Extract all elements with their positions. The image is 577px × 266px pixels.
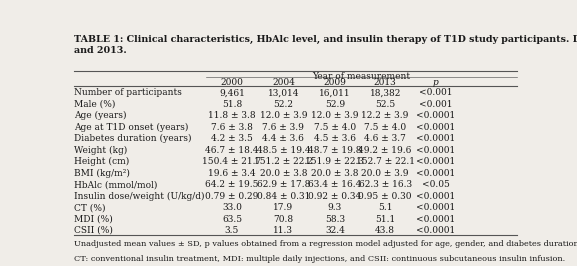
Text: 11.3: 11.3 (273, 226, 294, 235)
Text: 33.0: 33.0 (222, 203, 242, 212)
Text: 150.4 ± 21.7: 150.4 ± 21.7 (203, 157, 261, 166)
Text: 20.0 ± 3.8: 20.0 ± 3.8 (260, 169, 307, 178)
Text: <0.0001: <0.0001 (416, 214, 455, 223)
Text: 4.2 ± 3.5: 4.2 ± 3.5 (211, 134, 253, 143)
Text: 62.9 ± 17.8: 62.9 ± 17.8 (257, 180, 310, 189)
Text: 52.9: 52.9 (325, 100, 345, 109)
Text: <0.05: <0.05 (422, 180, 449, 189)
Text: 20.0 ± 3.8: 20.0 ± 3.8 (311, 169, 358, 178)
Text: 52.5: 52.5 (375, 100, 395, 109)
Text: 2000: 2000 (220, 78, 243, 87)
Text: 16,011: 16,011 (319, 88, 351, 97)
Text: Number of participants: Number of participants (74, 88, 182, 97)
Text: 64.2 ± 19.5: 64.2 ± 19.5 (205, 180, 258, 189)
Text: 11.8 ± 3.8: 11.8 ± 3.8 (208, 111, 256, 120)
Text: MDI (%): MDI (%) (74, 214, 113, 223)
Text: 0.79 ± 0.29: 0.79 ± 0.29 (205, 192, 258, 201)
Text: 0.84 ± 0.31: 0.84 ± 0.31 (257, 192, 310, 201)
Text: <0.0001: <0.0001 (416, 111, 455, 120)
Text: 48.7 ± 19.8: 48.7 ± 19.8 (308, 146, 362, 155)
Text: 51.8: 51.8 (222, 100, 242, 109)
Text: <0.0001: <0.0001 (416, 203, 455, 212)
Text: 7.6 ± 3.9: 7.6 ± 3.9 (263, 123, 304, 132)
Text: <0.001: <0.001 (419, 88, 452, 97)
Text: 4.5 ± 3.6: 4.5 ± 3.6 (314, 134, 356, 143)
Text: CSII (%): CSII (%) (74, 226, 113, 235)
Text: Diabetes duration (years): Diabetes duration (years) (74, 134, 192, 143)
Text: 17.9: 17.9 (273, 203, 294, 212)
Text: <0.0001: <0.0001 (416, 226, 455, 235)
Text: 2009: 2009 (323, 78, 346, 87)
Text: <0.0001: <0.0001 (416, 157, 455, 166)
Text: 152.7 ± 22.1: 152.7 ± 22.1 (355, 157, 415, 166)
Text: <0.0001: <0.0001 (416, 123, 455, 132)
Text: 12.2 ± 3.9: 12.2 ± 3.9 (361, 111, 409, 120)
Text: <0.0001: <0.0001 (416, 134, 455, 143)
Text: p: p (433, 78, 439, 87)
Text: 5.1: 5.1 (378, 203, 392, 212)
Text: Age (years): Age (years) (74, 111, 127, 120)
Text: 9,461: 9,461 (219, 88, 245, 97)
Text: Unadjusted mean values ± SD, p values obtained from a regression model adjusted : Unadjusted mean values ± SD, p values ob… (74, 240, 577, 248)
Text: Age at T1D onset (years): Age at T1D onset (years) (74, 123, 189, 132)
Text: Weight (kg): Weight (kg) (74, 146, 128, 155)
Text: 32.4: 32.4 (325, 226, 345, 235)
Text: Insulin dose/weight (U/kg/d): Insulin dose/weight (U/kg/d) (74, 192, 205, 201)
Text: 7.6 ± 3.8: 7.6 ± 3.8 (211, 123, 253, 132)
Text: TABLE 1: Clinical characteristics, HbAlc level, and insulin therapy of T1D study: TABLE 1: Clinical characteristics, HbAlc… (74, 35, 577, 55)
Text: 12.0 ± 3.9: 12.0 ± 3.9 (260, 111, 307, 120)
Text: 13,014: 13,014 (268, 88, 299, 97)
Text: 63.4 ± 16.4: 63.4 ± 16.4 (308, 180, 362, 189)
Text: HbAlc (mmol/mol): HbAlc (mmol/mol) (74, 180, 158, 189)
Text: 3.5: 3.5 (225, 226, 239, 235)
Text: 4.6 ± 3.7: 4.6 ± 3.7 (364, 134, 406, 143)
Text: 46.7 ± 18.4: 46.7 ± 18.4 (205, 146, 258, 155)
Text: CT (%): CT (%) (74, 203, 106, 212)
Text: 49.2 ± 19.6: 49.2 ± 19.6 (358, 146, 412, 155)
Text: 43.8: 43.8 (375, 226, 395, 235)
Text: 0.92 ± 0.34: 0.92 ± 0.34 (308, 192, 361, 201)
Text: CT: conventional insulin treatment, MDI: multiple daily injections, and CSII: co: CT: conventional insulin treatment, MDI:… (74, 255, 565, 263)
Text: 7.5 ± 4.0: 7.5 ± 4.0 (364, 123, 406, 132)
Text: 70.8: 70.8 (273, 214, 294, 223)
Text: 48.5 ± 19.4: 48.5 ± 19.4 (257, 146, 310, 155)
Text: Height (cm): Height (cm) (74, 157, 130, 166)
Text: <0.001: <0.001 (419, 100, 452, 109)
Text: Year of measurement: Year of measurement (313, 72, 411, 81)
Text: Male (%): Male (%) (74, 100, 116, 109)
Text: 19.6 ± 3.4: 19.6 ± 3.4 (208, 169, 256, 178)
Text: 151.9 ± 22.3: 151.9 ± 22.3 (305, 157, 364, 166)
Text: 51.1: 51.1 (375, 214, 395, 223)
Text: 151.2 ± 22.2: 151.2 ± 22.2 (254, 157, 313, 166)
Text: 2013: 2013 (374, 78, 396, 87)
Text: 4.4 ± 3.6: 4.4 ± 3.6 (263, 134, 304, 143)
Text: <0.0001: <0.0001 (416, 192, 455, 201)
Text: BMI (kg/m²): BMI (kg/m²) (74, 169, 130, 178)
Text: 18,382: 18,382 (369, 88, 401, 97)
Text: 12.0 ± 3.9: 12.0 ± 3.9 (311, 111, 358, 120)
Text: 63.5: 63.5 (222, 214, 242, 223)
Text: 9.3: 9.3 (328, 203, 342, 212)
Text: 62.3 ± 16.3: 62.3 ± 16.3 (358, 180, 412, 189)
Text: 58.3: 58.3 (325, 214, 345, 223)
Text: 52.2: 52.2 (273, 100, 294, 109)
Text: 7.5 ± 4.0: 7.5 ± 4.0 (314, 123, 356, 132)
Text: 2004: 2004 (272, 78, 295, 87)
Text: <0.0001: <0.0001 (416, 146, 455, 155)
Text: 20.0 ± 3.9: 20.0 ± 3.9 (361, 169, 409, 178)
Text: 0.95 ± 0.30: 0.95 ± 0.30 (358, 192, 412, 201)
Text: <0.0001: <0.0001 (416, 169, 455, 178)
